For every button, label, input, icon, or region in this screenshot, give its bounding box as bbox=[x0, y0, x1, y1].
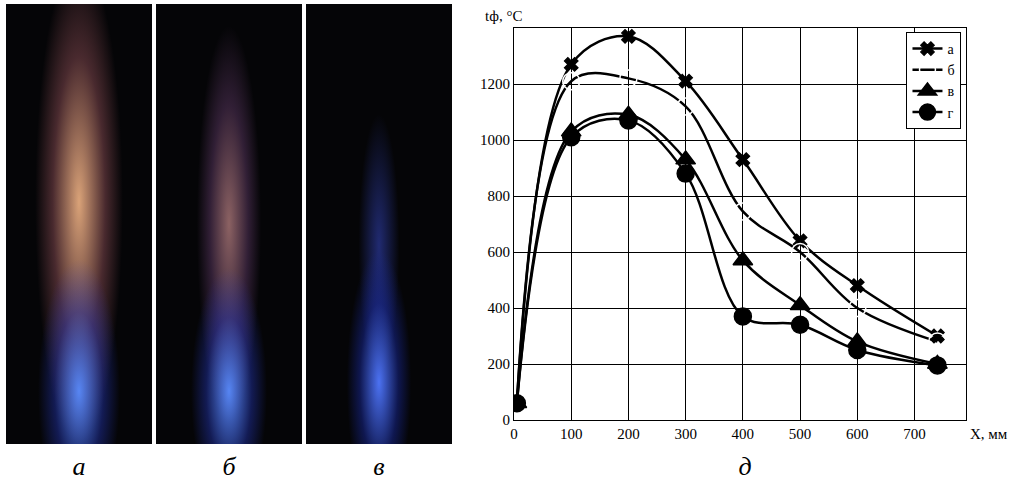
svg-text:100: 100 bbox=[560, 426, 583, 442]
svg-text:г: г bbox=[947, 106, 953, 121]
svg-text:1200: 1200 bbox=[480, 76, 510, 92]
svg-text:400: 400 bbox=[488, 300, 511, 316]
html-text:в: в bbox=[373, 452, 385, 481]
html-text:б: б bbox=[222, 452, 236, 481]
html-text:д: д bbox=[738, 452, 752, 481]
svg-text:600: 600 bbox=[488, 244, 511, 260]
svg-text:300: 300 bbox=[674, 426, 697, 442]
svg-text:400: 400 bbox=[732, 426, 755, 442]
svg-text:600: 600 bbox=[846, 426, 869, 442]
svg-text:0: 0 bbox=[510, 426, 518, 442]
svg-text:700: 700 bbox=[903, 426, 926, 442]
svg-text:0: 0 bbox=[503, 412, 511, 428]
svg-text:200: 200 bbox=[617, 426, 640, 442]
svg-text:б: б bbox=[947, 63, 954, 78]
svg-text:X, мм: X, мм bbox=[970, 426, 1008, 442]
svg-text:200: 200 bbox=[488, 356, 511, 372]
svg-text:1000: 1000 bbox=[480, 132, 510, 148]
svg-text:500: 500 bbox=[789, 426, 812, 442]
svg-text:tф, °C: tф, °C bbox=[485, 8, 522, 24]
svg-text:800: 800 bbox=[488, 188, 511, 204]
svg-text:а: а bbox=[947, 42, 954, 57]
svg-text:в: в bbox=[947, 84, 954, 99]
html-text:а: а bbox=[72, 452, 86, 481]
